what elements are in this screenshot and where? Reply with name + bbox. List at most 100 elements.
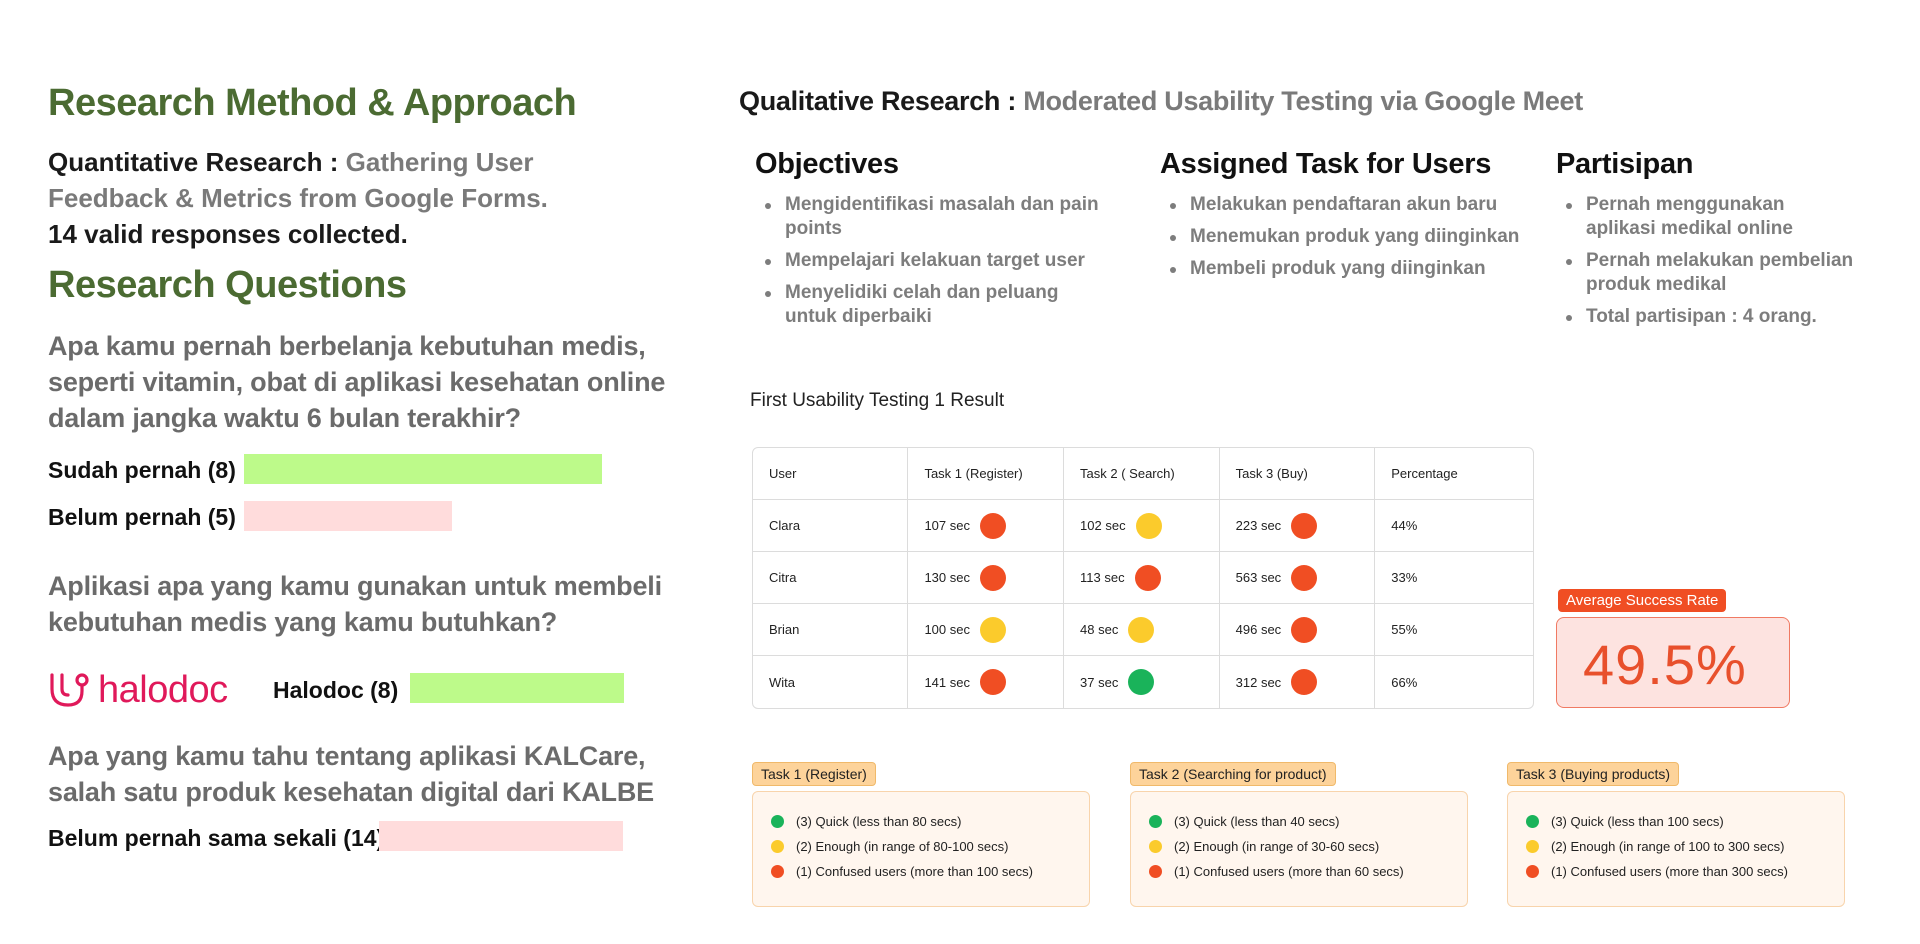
- responses-collected: 14 valid responses collected.: [48, 219, 408, 249]
- task1-cell: 130 sec: [908, 552, 1065, 604]
- halodoc-logo: halodoc: [48, 669, 228, 712]
- percentage-cell: 33%: [1375, 552, 1533, 604]
- legend-box: (3) Quick (less than 80 secs) (2) Enough…: [752, 791, 1090, 907]
- status-dot: [1291, 669, 1318, 695]
- task2-cell: 37 sec: [1064, 656, 1220, 708]
- status-dot: [980, 564, 1006, 591]
- answer-belum-sama-sekali-bar: [379, 821, 623, 851]
- partisipan-title: Partisipan: [1556, 148, 1694, 180]
- user-cell: Citra: [753, 552, 909, 604]
- list-item: Total partisipan : 4 orang.: [1556, 305, 1856, 329]
- list-item: Membeli produk yang diinginkan: [1160, 257, 1520, 281]
- time-value: 100 sec: [924, 622, 970, 637]
- time-value: 223 sec: [1235, 518, 1282, 533]
- separator: :: [1000, 86, 1024, 116]
- legend-item: (2) Enough (in range of 100 to 300 secs): [1526, 834, 1844, 859]
- column-header-task2: Task 2 ( Search): [1064, 448, 1220, 500]
- legend-text: (1) Confused users (more than 60 secs): [1174, 864, 1404, 879]
- list-item: Pernah melakukan pembelian produk medika…: [1556, 249, 1856, 297]
- objectives-title: Objectives: [755, 148, 899, 180]
- task3-cell: 563 sec: [1219, 552, 1376, 604]
- list-item: Mempelajari kelakuan target user: [755, 249, 1115, 273]
- time-value: 102 sec: [1080, 518, 1126, 533]
- column-header-task3: Task 3 (Buy): [1219, 448, 1376, 500]
- status-dot: [980, 512, 1006, 539]
- partisipan-list: Pernah menggunakan aplikasi medikal onli…: [1556, 193, 1856, 329]
- legend-text: (2) Enough (in range of 30-60 secs): [1174, 839, 1380, 854]
- time-value: 141 sec: [924, 674, 970, 690]
- qualitative-research-label: Qualitative Research: [739, 86, 1001, 116]
- status-dot: [771, 840, 784, 853]
- partisipan-column: Partisipan Pernah menggunakan aplikasi m…: [1556, 148, 1856, 337]
- time-value: 48 sec: [1080, 622, 1119, 637]
- user-cell: Clara: [753, 500, 909, 552]
- time-value: 496 sec: [1235, 622, 1282, 637]
- task2-cell: 48 sec: [1064, 604, 1220, 656]
- status-dot: [771, 815, 784, 828]
- status-dot: [1128, 669, 1155, 695]
- list-item: Menyelidiki celah dan peluang untuk dipe…: [755, 281, 1115, 329]
- table-row: Brian 100 sec 48 sec 496 sec 55%: [753, 604, 1533, 656]
- user-cell: Brian: [753, 604, 909, 656]
- task1-cell: 141 sec: [908, 656, 1065, 708]
- column-header-user: User: [753, 448, 909, 500]
- average-success-rate-box: 49.5%: [1556, 617, 1790, 708]
- user-cell: Wita: [753, 656, 909, 708]
- legend-item: (3) Quick (less than 40 secs): [1149, 809, 1467, 834]
- status-dot: [980, 669, 1006, 695]
- legend-item: (2) Enough (in range of 30-60 secs): [1149, 834, 1467, 859]
- column-header-task1: Task 1 (Register): [908, 448, 1065, 500]
- table-row: Clara 107 sec 102 sec 223 sec 44%: [753, 500, 1533, 552]
- status-dot: [1291, 512, 1318, 539]
- list-item: Pernah menggunakan aplikasi medikal onli…: [1556, 193, 1856, 241]
- time-value: 37 sec: [1080, 674, 1119, 690]
- status-dot: [1291, 616, 1318, 643]
- time-value: 113 sec: [1080, 570, 1125, 585]
- legend-text: (3) Quick (less than 40 secs): [1174, 814, 1340, 829]
- answer-halodoc-label: Halodoc (8): [273, 677, 399, 703]
- legend-title: Task 1 (Register): [752, 762, 876, 786]
- status-dot: [1149, 815, 1162, 828]
- objectives-column: Objectives Mengidentifikasi masalah dan …: [755, 148, 1115, 337]
- research-method-title: Research Method & Approach: [48, 82, 577, 124]
- question-1: Apa kamu pernah berbelanja kebutuhan med…: [48, 331, 666, 433]
- percentage-cell: 44%: [1375, 500, 1533, 552]
- legend-text: (3) Quick (less than 80 secs): [796, 814, 962, 829]
- assigned-task-list: Melakukan pendaftaran akun baru Menemuka…: [1160, 193, 1520, 281]
- quantitative-research-description: Quantitative Research : Gathering User F…: [48, 144, 608, 252]
- legend-item: (2) Enough (in range of 80-100 secs): [771, 834, 1089, 859]
- separator: :: [322, 147, 346, 177]
- status-dot: [1526, 840, 1539, 853]
- legend-title: Task 2 (Searching for product): [1130, 762, 1336, 786]
- answer-sudah-pernah-label: Sudah pernah (8): [48, 457, 236, 483]
- time-value: 312 sec: [1235, 674, 1282, 690]
- time-value: 107 sec: [924, 518, 970, 533]
- table-row: Citra 130 sec 113 sec 563 sec 33%: [753, 552, 1533, 604]
- legend-text: (1) Confused users (more than 300 secs): [1551, 864, 1788, 879]
- legend-item: (1) Confused users (more than 300 secs): [1526, 859, 1844, 884]
- answer-belum-pernah-bar: [244, 501, 452, 531]
- result-title: First Usability Testing 1 Result: [750, 390, 1005, 411]
- status-dot: [1149, 865, 1162, 878]
- task2-cell: 102 sec: [1064, 500, 1220, 552]
- average-success-rate-value: 49.5%: [1583, 633, 1747, 696]
- legend-text: (2) Enough (in range of 80-100 secs): [796, 839, 1009, 854]
- assigned-task-title: Assigned Task for Users: [1160, 148, 1492, 180]
- legend-item: (1) Confused users (more than 60 secs): [1149, 859, 1467, 884]
- legend-item: (1) Confused users (more than 100 secs): [771, 859, 1089, 884]
- table-row: Wita 141 sec 37 sec 312 sec 66%: [753, 656, 1533, 708]
- task2-cell: 113 sec: [1064, 552, 1220, 604]
- question-2: Aplikasi apa yang kamu gunakan untuk mem…: [48, 571, 662, 637]
- halodoc-logo-text: halodoc: [98, 669, 228, 711]
- qualitative-research-title: Qualitative Research : Moderated Usabili…: [739, 86, 1583, 117]
- stethoscope-icon: [50, 672, 89, 707]
- average-success-rate-label: Average Success Rate: [1558, 589, 1727, 612]
- legend-text: (1) Confused users (more than 100 secs): [796, 864, 1033, 879]
- status-dot: [1134, 564, 1161, 591]
- research-questions-title: Research Questions: [48, 264, 407, 306]
- objectives-list: Mengidentifikasi masalah dan pain points…: [755, 193, 1115, 329]
- list-item: Melakukan pendaftaran akun baru: [1160, 193, 1520, 217]
- legend-item: (3) Quick (less than 80 secs): [771, 809, 1089, 834]
- time-value: 130 sec: [924, 570, 970, 585]
- quantitative-research-label: Quantitative Research: [48, 147, 323, 177]
